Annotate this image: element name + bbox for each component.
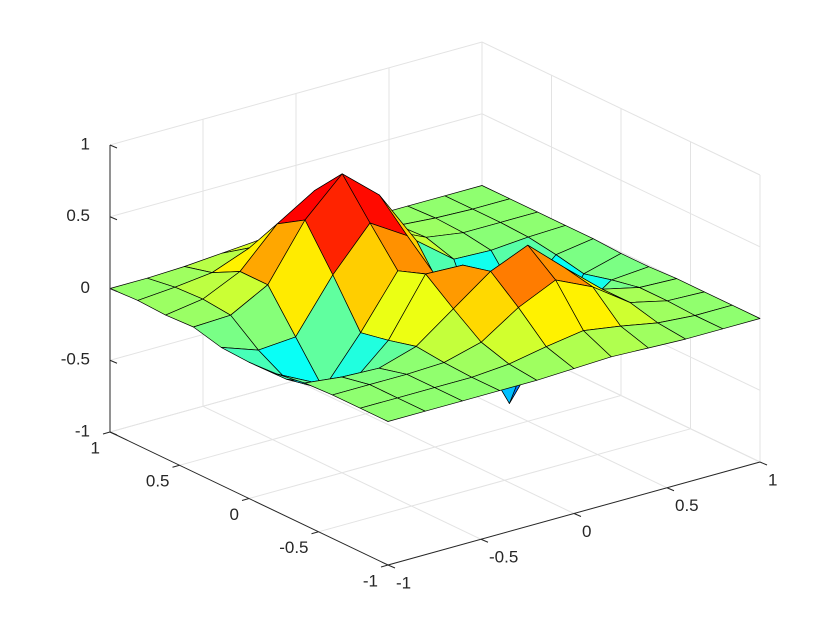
y-tick-label: -1 [363, 571, 378, 590]
x-tick [480, 538, 489, 543]
grid-line [318, 141, 691, 533]
y-tick-label: 0 [230, 505, 239, 524]
x-tick [759, 461, 768, 466]
z-tick-label: -1 [75, 421, 90, 440]
y-tick-label: 0.5 [146, 472, 170, 491]
y-tick [380, 564, 389, 568]
y-tick [102, 431, 111, 435]
z-tick-label: 0 [81, 278, 90, 297]
x-tick-label: 0.5 [675, 496, 699, 515]
x-tick [666, 487, 675, 492]
y-tick [311, 531, 319, 535]
z-tick-label: -0.5 [61, 350, 90, 369]
y-tick [241, 498, 250, 501]
grid-line [248, 108, 622, 499]
z-tick [109, 216, 118, 221]
z-tick [109, 431, 118, 436]
z-tick [109, 288, 118, 292]
z-tick [109, 144, 118, 149]
y-tick [172, 464, 180, 468]
x-tick [573, 513, 582, 517]
y-tick-label: 1 [91, 438, 100, 457]
surface-layer [109, 173, 761, 422]
surface-patch [359, 397, 426, 422]
z-tick-label: 1 [81, 134, 90, 153]
x-tick [387, 564, 396, 569]
x-tick-label: 0 [582, 522, 591, 541]
axes-layer: -1-0.500.51-1-0.500.51-1-0.500.51 [61, 134, 778, 592]
y-tick-label: -0.5 [279, 538, 308, 557]
z-tick-label: 0.5 [66, 206, 90, 225]
x-tick-label: 1 [768, 470, 777, 489]
x-tick-label: -0.5 [489, 548, 518, 567]
z-tick [109, 359, 118, 364]
x-tick-label: -1 [396, 573, 411, 592]
